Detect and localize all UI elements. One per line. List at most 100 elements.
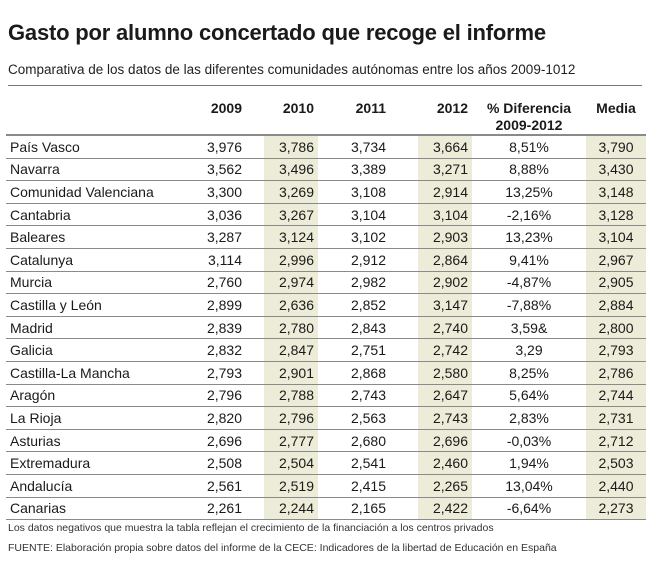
header-diff-label: % Diferencia (486, 100, 572, 116)
region-cell: Castilla y León (10, 296, 102, 313)
value-2011-cell: 2,541 (350, 455, 386, 472)
value-2010-cell: 2,519 (264, 474, 318, 497)
header-region (6, 98, 196, 134)
value-2011-cell: 2,751 (350, 342, 386, 359)
value-2011-cell: 2,165 (350, 500, 386, 517)
value-2009-cell: 2,561 (206, 477, 242, 494)
header-2010: 2010 (282, 100, 314, 116)
value-2012-cell: 2,743 (418, 407, 472, 429)
value-2011-cell: 2,680 (350, 432, 386, 449)
value-2011-cell: 2,563 (350, 409, 386, 426)
region-cell: Baleares (10, 229, 66, 246)
value-2009-cell: 2,696 (206, 432, 242, 449)
table-row: Cantabria 3,036 3,267 3,104 3,104 -2,16% 3,128 (6, 203, 646, 227)
media-cell: 2,440 (586, 474, 646, 497)
value-2011-cell: 2,415 (350, 477, 386, 494)
value-2011-cell: 2,868 (350, 364, 386, 381)
region-cell: Asturias (10, 432, 61, 449)
table-row: Asturias 2,696 2,777 2,680 2,696 -0,03% 2,712 (6, 429, 646, 453)
diff-cell: -4,87% (506, 274, 552, 291)
diff-cell: -0,03% (506, 432, 552, 449)
value-2011-cell: 3,102 (350, 229, 386, 246)
region-cell: Andalucía (10, 477, 73, 494)
value-2010-cell: 2,996 (264, 248, 318, 271)
value-2010-cell: 3,786 (264, 136, 318, 158)
table-row: Catalunya 3,114 2,996 2,912 2,864 9,41% 2,967 (6, 248, 646, 272)
value-2010-cell: 2,901 (264, 361, 318, 384)
media-cell: 2,967 (586, 248, 646, 271)
value-2009-cell: 2,261 (206, 500, 242, 517)
table-row: Baleares 3,287 3,124 3,102 2,903 13,23% 3,104 (6, 226, 646, 249)
region-cell: Comunidad Valenciana (10, 183, 154, 200)
data-table: 2009 2010 2011 2012 % Diferencia 2009-201… (6, 98, 646, 521)
value-2011-cell: 2,912 (350, 251, 386, 268)
value-2012-cell: 3,664 (418, 136, 472, 158)
value-2009-cell: 2,796 (206, 387, 242, 404)
value-2012-cell: 3,271 (418, 158, 472, 181)
region-cell: Canarias (10, 500, 67, 517)
value-2010-cell: 3,269 (264, 181, 318, 203)
region-cell: La Rioja (10, 409, 62, 426)
header-diff: % Diferencia 2009-2012 (482, 98, 576, 134)
table-row: Extremadura 2,508 2,504 2,541 2,460 1,94% 2,50… (6, 452, 646, 475)
region-cell: Cantabria (10, 206, 71, 223)
value-2009-cell: 2,839 (206, 319, 242, 336)
header-2009: 2009 (210, 100, 242, 116)
table-row: La Rioja 2,820 2,796 2,563 2,743 2,83% 2,731 (6, 407, 646, 430)
value-2012-cell: 2,265 (418, 474, 472, 497)
diff-cell: 8,88% (509, 161, 549, 178)
media-cell: 2,786 (586, 361, 646, 384)
region-cell: Murcia (10, 274, 53, 291)
value-2009-cell: 3,114 (208, 251, 242, 268)
source-note: FUENTE: Elaboración propia sobre datos d… (8, 542, 557, 554)
value-2009-cell: 3,287 (206, 229, 242, 246)
media-cell: 2,273 (586, 497, 646, 520)
media-cell: 3,104 (586, 226, 646, 248)
value-2011-cell: 3,389 (350, 161, 386, 178)
value-2009-cell: 2,793 (206, 364, 242, 381)
value-2009-cell: 2,760 (206, 274, 242, 291)
table-row: País Vasco 3,976 3,786 3,734 3,664 8,51% 3,790 (6, 136, 646, 159)
value-2010-cell: 3,496 (264, 158, 318, 181)
page-title: Gasto por alumno concertado que recoge e… (8, 20, 546, 45)
media-cell: 3,148 (586, 181, 646, 203)
diff-cell: 1,94% (509, 455, 549, 472)
value-2012-cell: 2,647 (418, 384, 472, 407)
value-2012-cell: 2,742 (418, 339, 472, 361)
value-2012-cell: 2,902 (418, 271, 472, 294)
diff-cell: 13,25% (505, 183, 553, 200)
table-row: Navarra 3,562 3,496 3,389 3,271 8,88% 3,430 (6, 158, 646, 182)
diff-cell: -2,16% (506, 206, 552, 223)
value-2011-cell: 3,108 (350, 183, 386, 200)
media-cell: 2,503 (586, 452, 646, 474)
value-2009-cell: 3,562 (206, 161, 242, 178)
value-2010-cell: 2,636 (264, 294, 318, 316)
subtitle: Comparativa de los datos de las diferent… (8, 62, 576, 77)
diff-cell: 8,51% (509, 138, 549, 155)
footnote: Los datos negativos que muestra la tabla… (8, 522, 494, 534)
region-cell: Navarra (10, 161, 60, 178)
region-cell: Galicia (10, 342, 53, 359)
value-2011-cell: 2,743 (350, 387, 386, 404)
value-2010-cell: 2,777 (264, 429, 318, 452)
table-row: Castilla-La Mancha 2,793 2,901 2,868 2,580 8,… (6, 361, 646, 385)
value-2009-cell: 3,300 (206, 183, 242, 200)
diff-cell: -6,64% (506, 500, 552, 517)
value-2012-cell: 2,903 (418, 226, 472, 248)
region-cell: Madrid (10, 319, 53, 336)
value-2010-cell: 2,796 (264, 407, 318, 429)
value-2011-cell: 2,843 (350, 319, 386, 336)
diff-cell: 13,23% (505, 229, 553, 246)
value-2009-cell: 3,036 (206, 206, 242, 223)
value-2010-cell: 2,974 (264, 271, 318, 294)
region-cell: Catalunya (10, 251, 74, 268)
table-row: Andalucía 2,561 2,519 2,415 2,265 13,04% 2,440 (6, 474, 646, 498)
diff-cell: -7,88% (506, 296, 552, 313)
value-2012-cell: 3,147 (418, 294, 472, 316)
value-2012-cell: 2,460 (418, 452, 472, 474)
media-cell: 3,128 (586, 203, 646, 226)
table-row: Murcia 2,760 2,974 2,982 2,902 -4,87% 2,905 (6, 271, 646, 295)
value-2012-cell: 2,740 (418, 316, 472, 339)
region-cell: Aragón (10, 387, 56, 404)
table-row: Castilla y León 2,899 2,636 2,852 3,147 -7,88… (6, 294, 646, 317)
